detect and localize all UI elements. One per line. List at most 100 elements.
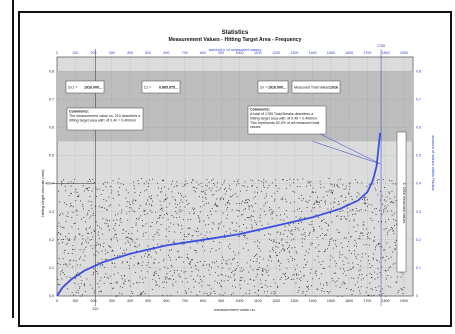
- data-point: [124, 242, 126, 244]
- data-point: [202, 246, 204, 248]
- data-point: [246, 217, 248, 218]
- data-point: [113, 273, 115, 275]
- data-point: [268, 238, 270, 240]
- data-point: [253, 279, 255, 281]
- data-point: [279, 265, 281, 267]
- data-point: [117, 272, 119, 274]
- y-right-tick-label: 0.7: [416, 97, 421, 101]
- data-point: [129, 285, 131, 287]
- data-point: [118, 204, 120, 206]
- data-point: [379, 209, 380, 211]
- data-point: [217, 275, 219, 276]
- data-point: [320, 283, 321, 285]
- data-point: [105, 186, 107, 188]
- data-point: [202, 196, 203, 198]
- data-point: [200, 206, 202, 208]
- x-tick-label: 900: [218, 299, 224, 303]
- data-point: [139, 244, 140, 246]
- data-point: [142, 278, 144, 280]
- data-point: [183, 239, 185, 240]
- data-point: [361, 232, 363, 234]
- data-point: [216, 186, 218, 188]
- data-point: [339, 254, 341, 256]
- data-point: [68, 195, 70, 197]
- data-point: [93, 272, 94, 274]
- data-point: [199, 276, 201, 278]
- data-point: [58, 190, 60, 192]
- data-point: [154, 274, 155, 276]
- data-point: [168, 226, 170, 228]
- data-point: [112, 287, 113, 289]
- data-point: [186, 291, 187, 293]
- data-point: [251, 184, 253, 186]
- data-point: [161, 209, 163, 211]
- data-point: [73, 248, 75, 250]
- data-point: [63, 238, 65, 240]
- data-point: [170, 295, 172, 297]
- data-point: [67, 242, 69, 244]
- data-point: [158, 234, 160, 236]
- data-point: [285, 241, 287, 243]
- data-point: [85, 228, 87, 230]
- data-point: [226, 263, 228, 265]
- data-point: [95, 187, 97, 189]
- data-point: [349, 210, 351, 212]
- data-point: [357, 191, 359, 193]
- data-point: [227, 279, 229, 281]
- data-point: [101, 264, 103, 266]
- data-point: [137, 295, 139, 297]
- data-point: [327, 191, 329, 193]
- data-point: [91, 207, 93, 209]
- data-point: [373, 258, 374, 260]
- data-point: [251, 227, 253, 229]
- data-point: [125, 230, 127, 232]
- data-point: [271, 213, 273, 215]
- data-point: [193, 286, 195, 288]
- data-point: [313, 204, 315, 205]
- data-point: [330, 212, 331, 214]
- data-point: [100, 291, 102, 293]
- data-point: [379, 191, 381, 192]
- data-point: [348, 232, 350, 234]
- data-point: [331, 191, 333, 193]
- data-point: [375, 246, 376, 248]
- data-point: [85, 239, 87, 241]
- data-point: [132, 240, 134, 242]
- data-point: [147, 254, 149, 256]
- data-point: [259, 256, 261, 258]
- data-point: [303, 275, 305, 277]
- data-point: [94, 245, 96, 247]
- data-point: [104, 258, 106, 260]
- data-point: [114, 262, 116, 264]
- data-point: [192, 179, 194, 181]
- data-point: [292, 258, 294, 259]
- data-point: [108, 245, 110, 247]
- data-point: [270, 208, 272, 210]
- data-point: [74, 191, 76, 193]
- data-point: [294, 191, 296, 193]
- data-point: [272, 247, 274, 249]
- data-point: [104, 207, 106, 209]
- data-point: [133, 245, 135, 247]
- data-point: [339, 268, 341, 270]
- data-point: [336, 229, 338, 231]
- data-point: [84, 283, 86, 285]
- data-point: [196, 231, 197, 233]
- x-top-tick-label: 800: [200, 51, 206, 55]
- data-point: [181, 195, 183, 196]
- data-point: [144, 293, 146, 295]
- data-point: [99, 265, 101, 267]
- data-point: [163, 286, 165, 288]
- chart-subtitle: Measurement Values - Hitting Target Area…: [169, 37, 302, 43]
- data-point: [154, 272, 156, 274]
- data-point: [322, 261, 324, 262]
- data-point: [120, 183, 122, 185]
- data-point: [229, 203, 231, 205]
- data-point: [267, 187, 269, 189]
- data-point: [210, 292, 212, 294]
- data-point: [82, 251, 84, 253]
- x-top-tick-label: 1200: [272, 51, 280, 55]
- data-point: [167, 213, 168, 215]
- data-point: [287, 258, 289, 260]
- data-point: [256, 269, 258, 270]
